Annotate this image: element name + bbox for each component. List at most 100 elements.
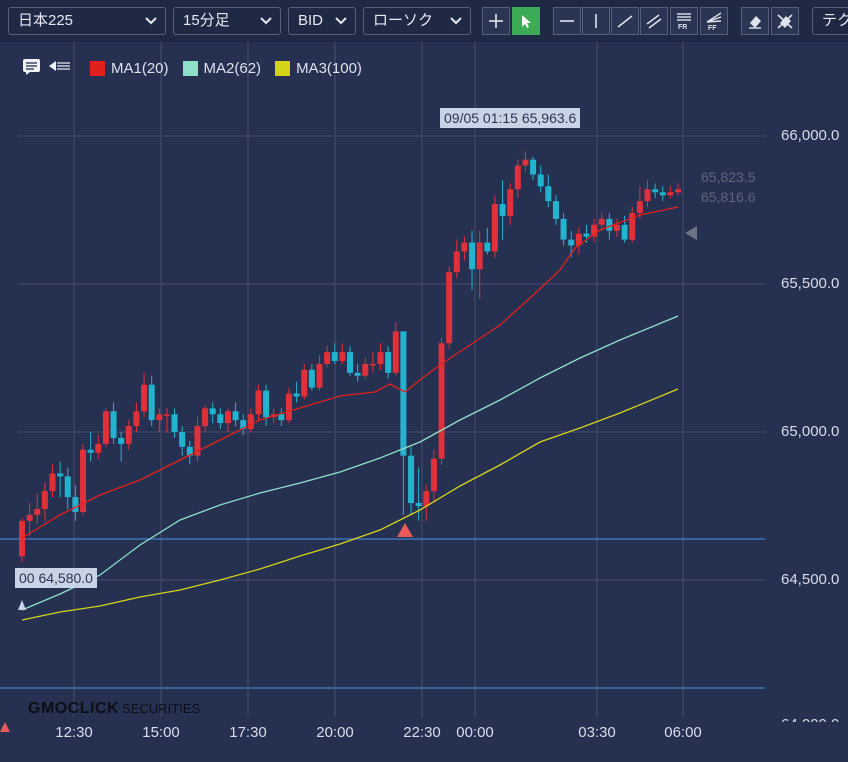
candle-body: [392, 331, 399, 373]
vertical-line-button[interactable]: [582, 7, 610, 35]
candle-body: [26, 514, 33, 521]
candle-body: [476, 242, 483, 270]
svg-text:FF: FF: [708, 25, 717, 31]
chat-icon[interactable]: [22, 57, 42, 79]
order-line-icon[interactable]: [48, 59, 72, 77]
candle-body: [263, 390, 270, 418]
candle-body: [438, 343, 445, 459]
candle-body: [102, 411, 109, 444]
y-tick-label: 64,000.0: [781, 716, 839, 722]
ma3-swatch: [275, 60, 291, 76]
x-tick-label: 00:00: [456, 724, 494, 741]
pointer-button[interactable]: [512, 7, 540, 35]
chart-type-label: ローソク: [373, 12, 434, 29]
legend-ma2[interactable]: MA2(62): [182, 60, 261, 77]
candle-body: [629, 212, 636, 240]
clear-all-button[interactable]: [771, 7, 799, 35]
candle-body: [95, 443, 102, 453]
candle-body: [606, 218, 613, 231]
horizontal-line-button[interactable]: [553, 7, 581, 35]
candle-body: [408, 455, 415, 504]
ma3-label: MA3(100): [296, 59, 362, 77]
candle-body: [331, 352, 338, 361]
fibonacci-retracement-button[interactable]: FR: [670, 7, 698, 35]
legend-ma1[interactable]: MA1(20): [90, 60, 169, 77]
candle-body: [308, 369, 315, 388]
candle-body: [415, 503, 422, 506]
candle-body: [49, 473, 56, 492]
candle-body: [552, 201, 559, 219]
ask-price-label: 65,823.5: [701, 169, 756, 185]
candle-body: [125, 426, 132, 444]
timeframe-select[interactable]: 15分足: [173, 7, 281, 35]
svg-text:FR: FR: [678, 24, 687, 31]
candle-body: [667, 192, 674, 196]
candle-body: [156, 414, 163, 421]
high-price-tooltip: 09/05 01:15 65,963.6: [440, 108, 581, 128]
chevron-down-icon: [335, 8, 347, 25]
y-tick-label: 65,500.0: [781, 275, 840, 292]
clear-all-icon: [777, 14, 793, 29]
ma1-swatch: [90, 60, 105, 76]
candle-body: [652, 189, 659, 193]
candle-body: [469, 242, 476, 270]
price-type-select[interactable]: BID: [288, 7, 356, 35]
candle-body: [484, 242, 491, 252]
trend-line-button[interactable]: [611, 7, 639, 35]
y-tick-label: 66,000.0: [781, 127, 840, 144]
candle-body: [141, 384, 148, 412]
ma1-line: [21, 206, 679, 539]
toolbar: 日本225 15分足 BID ローソク FR FF テク: [0, 0, 848, 42]
ma1-label: MA1(20): [111, 59, 169, 77]
price-chart[interactable]: [0, 42, 848, 762]
candle-body: [202, 408, 209, 427]
candle-body: [171, 414, 178, 432]
eraser-button[interactable]: [741, 7, 769, 35]
candle-body: [285, 393, 292, 421]
buy-marker-icon: [0, 722, 10, 732]
candle-body: [87, 449, 94, 453]
candle-body: [339, 352, 346, 361]
legend-ma3[interactable]: MA3(100): [275, 60, 362, 77]
candle-body: [217, 414, 224, 424]
candle-body: [118, 437, 125, 444]
fibonacci-fan-icon: FF: [706, 12, 722, 31]
candle-body: [377, 352, 384, 364]
candle-body: [430, 458, 437, 492]
candle-body: [194, 426, 201, 456]
technical-label: テク: [822, 12, 848, 29]
horizontal-line-icon: [560, 20, 574, 22]
candle-body: [530, 159, 537, 175]
candle-body: [461, 242, 468, 252]
candle-body: [522, 159, 529, 166]
candle-body: [179, 432, 186, 447]
candle-body: [64, 476, 71, 498]
candle-body: [301, 369, 308, 397]
candle-body: [72, 497, 79, 512]
chevron-down-icon: [260, 8, 272, 25]
candle-body: [514, 165, 521, 190]
candle-body: [644, 189, 651, 202]
symbol-select[interactable]: 日本225: [8, 7, 166, 35]
chevron-down-icon: [145, 8, 157, 25]
candle-body: [80, 449, 87, 512]
fibonacci-fan-button[interactable]: FF: [700, 7, 728, 35]
candle-body: [491, 204, 498, 252]
candle-body: [568, 239, 575, 246]
eraser-icon: [749, 16, 761, 29]
candle-body: [453, 251, 460, 273]
candle-body: [110, 411, 117, 438]
channel-line-button[interactable]: [640, 7, 668, 35]
price-type-label: BID: [298, 12, 324, 29]
candle-body: [34, 508, 41, 515]
bid-price-label: 65,816.6: [701, 189, 756, 205]
x-tick-label: 20:00: [316, 724, 354, 741]
candle-body: [575, 233, 582, 246]
crosshair-button[interactable]: [482, 7, 510, 35]
candle-body: [57, 473, 64, 477]
candle-body: [347, 352, 353, 373]
y-tick-label: 65,000.0: [781, 423, 840, 440]
technical-menu-button[interactable]: テク: [812, 7, 848, 35]
chart-type-select[interactable]: ローソク: [363, 7, 471, 35]
chevron-down-icon: [450, 8, 462, 25]
